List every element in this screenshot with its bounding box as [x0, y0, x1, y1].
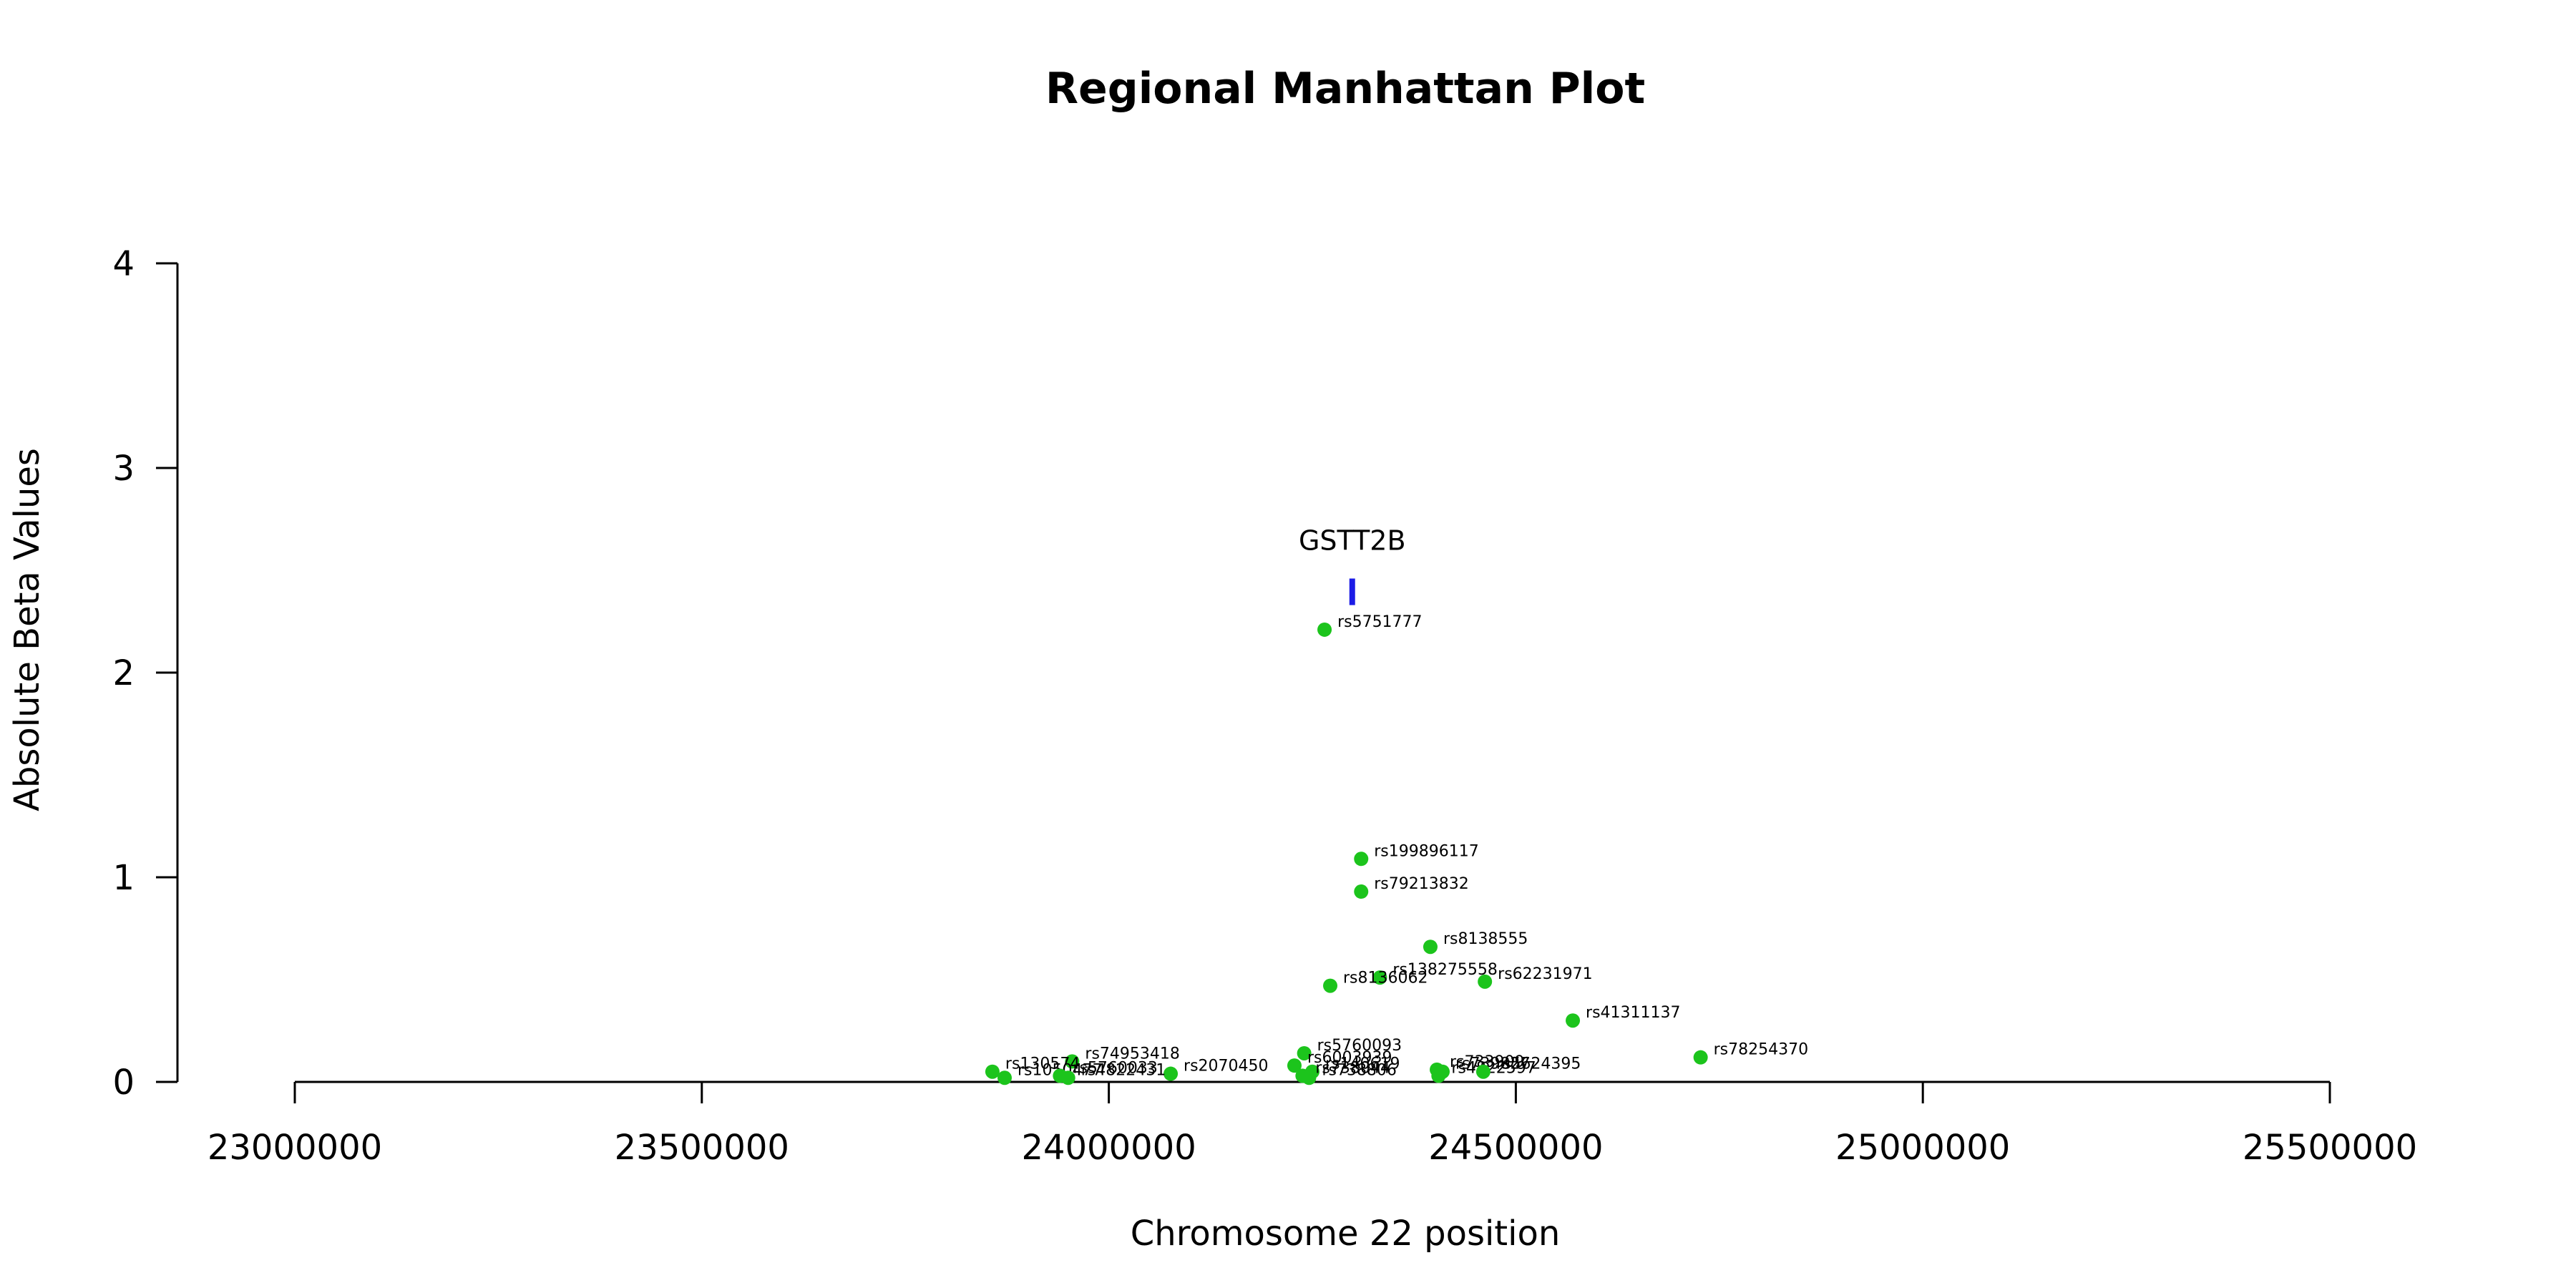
point-label: rs130574: [1005, 1055, 1080, 1073]
chart-title: Regional Manhattan Plot: [1045, 64, 1645, 114]
data-point: [1431, 1068, 1446, 1083]
data-point: [1372, 970, 1387, 985]
point-label: rs41311137: [1586, 1004, 1680, 1022]
point-label: rs2070450: [1184, 1058, 1269, 1075]
data-point: [1354, 852, 1369, 867]
y-tick-label: 2: [112, 653, 135, 693]
point-label: rs199896117: [1374, 842, 1478, 860]
point-label: rs8138555: [1443, 930, 1528, 948]
y-tick-label: 3: [112, 449, 135, 489]
data-point: [1323, 978, 1338, 993]
point-label: rs739827: [1455, 1055, 1531, 1073]
data-point: [1423, 940, 1438, 955]
x-tick-label: 25500000: [2243, 1128, 2417, 1168]
y-tick-label: 1: [112, 858, 135, 898]
data-point: [1475, 1064, 1491, 1079]
point-label: rs79213832: [1374, 875, 1468, 893]
gene-layer: GSTT2B: [1299, 525, 1406, 605]
data-point: [1287, 1058, 1302, 1073]
point-label: rs6003939: [1307, 1049, 1392, 1067]
data-point: [1478, 974, 1493, 989]
point-label: rs5760033: [1073, 1059, 1158, 1077]
axes: 23000000 23500000 24000000 24500000 25000000…: [112, 244, 2417, 1168]
point-label: rs78254370: [1714, 1041, 1808, 1059]
data-point: [1566, 1013, 1581, 1028]
x-tick-label: 24000000: [1021, 1128, 1196, 1168]
point-label: rs74953418: [1085, 1045, 1179, 1063]
data-point: [985, 1064, 1000, 1079]
point-label: rs4822431: [1081, 1061, 1166, 1079]
data-point: [1060, 1070, 1075, 1085]
point-label: rs140619: [1325, 1055, 1400, 1073]
data-point: [1163, 1066, 1179, 1081]
data-point: [1354, 884, 1369, 899]
point-label: rs5624395: [1496, 1055, 1581, 1073]
point-label: rs62231971: [1498, 965, 1592, 983]
x-tick-label: 25000000: [1835, 1128, 2010, 1168]
gene-label: GSTT2B: [1299, 525, 1406, 556]
point-label: rs5751777: [1337, 613, 1423, 631]
point-label: rs5760093: [1317, 1037, 1402, 1055]
data-point: [1065, 1054, 1080, 1069]
points-layer: rs5751777 rs199896117 rs79213832 rs8138555 r…: [985, 613, 1808, 1085]
point-label: rs4822597: [1451, 1059, 1536, 1077]
y-tick-label: 4: [112, 244, 135, 284]
data-point: [1297, 1045, 1312, 1060]
data-point: [1317, 622, 1332, 637]
data-point: [997, 1070, 1012, 1085]
data-point: [1693, 1050, 1708, 1065]
x-tick-label: 23500000: [615, 1128, 789, 1168]
point-label: rs138275558: [1392, 961, 1497, 979]
point-label: rs738044: [1315, 1059, 1390, 1077]
data-point: [1302, 1070, 1317, 1085]
y-axis-label: Absolute Beta Values: [7, 448, 47, 811]
point-label: rs738806: [1322, 1061, 1397, 1079]
y-tick-label: 0: [112, 1063, 135, 1103]
x-axis-label: Chromosome 22 position: [1131, 1214, 1561, 1254]
point-label: rs8136062: [1343, 970, 1428, 987]
x-tick-label: 24500000: [1428, 1128, 1603, 1168]
x-tick-label: 23000000: [208, 1128, 382, 1168]
